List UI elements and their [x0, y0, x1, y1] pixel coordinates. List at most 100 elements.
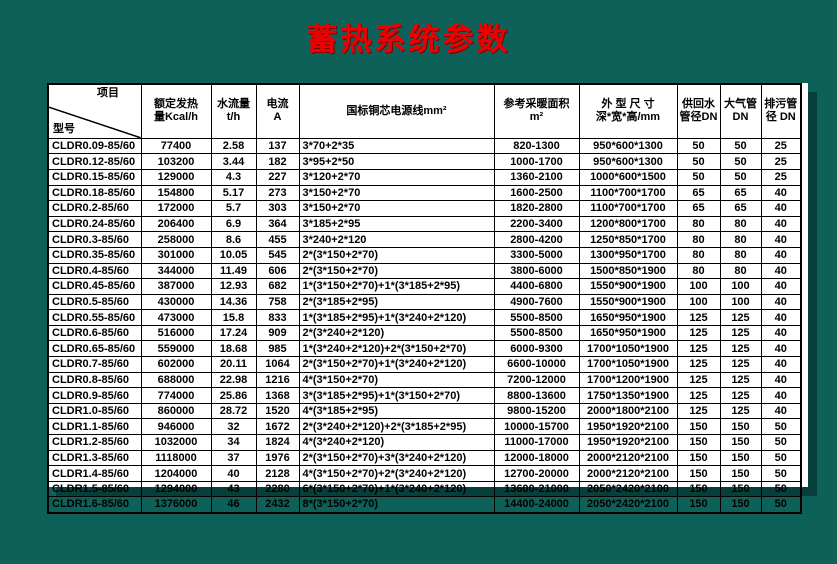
table-cell: 137: [255, 137, 300, 155]
table-cell: 125: [719, 324, 762, 342]
table-cell: 150: [719, 418, 762, 436]
table-cell: 80: [719, 246, 762, 264]
header-current: 电流 A: [255, 83, 300, 139]
table-row: CLDR0.9-85/60 774000 25.86 1368 3*(3*185+2*9…: [47, 387, 802, 404]
table-cell: 103200: [140, 153, 212, 170]
table-cell: 1000*600*1500: [578, 168, 678, 186]
table-cell: 50: [676, 137, 721, 155]
table-cell: 909: [255, 324, 300, 342]
table-cell: 2280: [255, 480, 300, 498]
table-cell: 65: [676, 200, 721, 217]
table-cell: 65: [676, 184, 721, 202]
table-cell: 40: [760, 371, 802, 389]
corner-label-item: 项目: [97, 87, 119, 99]
table-cell: 2000*1800*2100: [578, 402, 678, 420]
table-cell: 2*(3*185+2*95): [298, 293, 495, 311]
table-cell: 1520: [255, 402, 300, 420]
table-cell: 1672: [255, 418, 300, 436]
table-cell: 1100*700*1700: [578, 184, 678, 202]
table-cell: 3*70+2*35: [298, 137, 495, 155]
table-cell: 150: [676, 496, 721, 513]
table-cell: 125: [676, 371, 721, 389]
table-cell: 950*600*1300: [578, 137, 678, 155]
table-cell: 2*(3*240+2*120)+2*(3*185+2*95): [298, 418, 495, 436]
table-cell: 150: [719, 434, 762, 451]
table-cell: 1950*1920*2100: [578, 418, 678, 436]
table-cell: 455: [255, 231, 300, 248]
table-cell: 1700*1050*1900: [578, 340, 678, 358]
table-cell: CLDR0.3-85/60: [47, 231, 142, 248]
table-cell: 50: [760, 480, 802, 498]
header-row: 项目 型号 额定发热 量Kcal/h 水流量 t/h 电流 A 国标铜芯电源线m…: [47, 83, 802, 139]
table-cell: CLDR0.18-85/60: [47, 184, 142, 202]
table-cell: 4*(3*150+2*70)+2*(3*240+2*120): [298, 465, 495, 482]
table-cell: 6*(3*150+2*70)+1*(3*240+2*120): [298, 480, 495, 498]
table-cell: 1650*950*1900: [578, 309, 678, 326]
table-cell: 1500*850*1900: [578, 262, 678, 280]
table-cell: 344000: [140, 262, 212, 280]
table-cell: 1032000: [140, 434, 212, 451]
table-cell: 1216: [255, 371, 300, 389]
table-row: CLDR1.2-85/60 1032000 34 1824 4*(3*240+2*120…: [47, 434, 802, 451]
table-cell: 3.44: [210, 153, 257, 170]
table-cell: 40: [760, 340, 802, 358]
table-cell: 14400-24000: [493, 496, 580, 513]
table-row: CLDR0.6-85/60 516000 17.24 909 2*(3*240+2*12…: [47, 324, 802, 342]
table-row: CLDR0.3-85/60 258000 8.6 455 3*240+2*120 2800…: [47, 231, 802, 248]
table-cell: 985: [255, 340, 300, 358]
table-cell: 150: [719, 496, 762, 513]
table-cell: 6000-9300: [493, 340, 580, 358]
table-cell: 303: [255, 200, 300, 217]
table-row: CLDR0.24-85/60 206400 6.9 364 3*185+2*95 2200…: [47, 215, 802, 233]
table-cell: 100: [676, 278, 721, 295]
table-cell: 32: [210, 418, 257, 436]
table-cell: 50: [760, 465, 802, 482]
table-cell: 3*150+2*70: [298, 200, 495, 217]
table-cell: 125: [676, 356, 721, 373]
table-cell: 2050*2420*2100: [578, 480, 678, 498]
table-cell: 65: [719, 200, 762, 217]
table-cell: 606: [255, 262, 300, 280]
table-cell: 80: [676, 231, 721, 248]
table-cell: 40: [760, 387, 802, 404]
table-cell: CLDR0.7-85/60: [47, 356, 142, 373]
table-cell: 5.7: [210, 200, 257, 217]
table-cell: 80: [676, 246, 721, 264]
table-cell: 2000*2120*2100: [578, 465, 678, 482]
table-cell: 430000: [140, 293, 212, 311]
table-cell: 688000: [140, 371, 212, 389]
table-cell: CLDR0.9-85/60: [47, 387, 142, 404]
header-drain-pipe: 排污管 径 DN: [760, 83, 802, 139]
table-cell: 11.49: [210, 262, 257, 280]
table-row: CLDR0.12-85/60 103200 3.44 182 3*95+2*50 1000…: [47, 153, 802, 170]
table-cell: 559000: [140, 340, 212, 358]
table-cell: 125: [676, 387, 721, 404]
header-water-flow: 水流量 t/h: [210, 83, 257, 139]
table-cell: 1550*900*1900: [578, 278, 678, 295]
table-cell: 1950*1920*2100: [578, 434, 678, 451]
table-cell: 227: [255, 168, 300, 186]
table-cell: 150: [676, 465, 721, 482]
table-cell: 11000-17000: [493, 434, 580, 451]
table-cell: 125: [719, 371, 762, 389]
table-cell: 2*(3*240+2*120): [298, 324, 495, 342]
table-cell: 1824: [255, 434, 300, 451]
table-row: CLDR0.15-85/60 129000 4.3 227 3*120+2*70 1360…: [47, 168, 802, 186]
diagonal-divider-line: [49, 85, 141, 138]
table-cell: CLDR1.5-85/60: [47, 480, 142, 498]
table-cell: 5500-8500: [493, 324, 580, 342]
table-cell: 50: [760, 418, 802, 436]
table-cell: 40: [760, 278, 802, 295]
table-cell: 602000: [140, 356, 212, 373]
table-cell: 25.86: [210, 387, 257, 404]
table-cell: 2*(3*150+2*70): [298, 246, 495, 264]
table-cell: 3800-6000: [493, 262, 580, 280]
table-cell: 12000-18000: [493, 449, 580, 467]
header-dimensions: 外 型 尺 寸 深*宽*高/mm: [578, 83, 678, 139]
table-cell: 14.36: [210, 293, 257, 311]
table-row: CLDR0.8-85/60 688000 22.98 1216 4*(3*150+2*7…: [47, 371, 802, 389]
table-cell: 25: [760, 137, 802, 155]
page-title: 蓄热系统参数: [306, 22, 511, 57]
table-cell: 18.68: [210, 340, 257, 358]
table-cell: 1550*900*1900: [578, 293, 678, 311]
